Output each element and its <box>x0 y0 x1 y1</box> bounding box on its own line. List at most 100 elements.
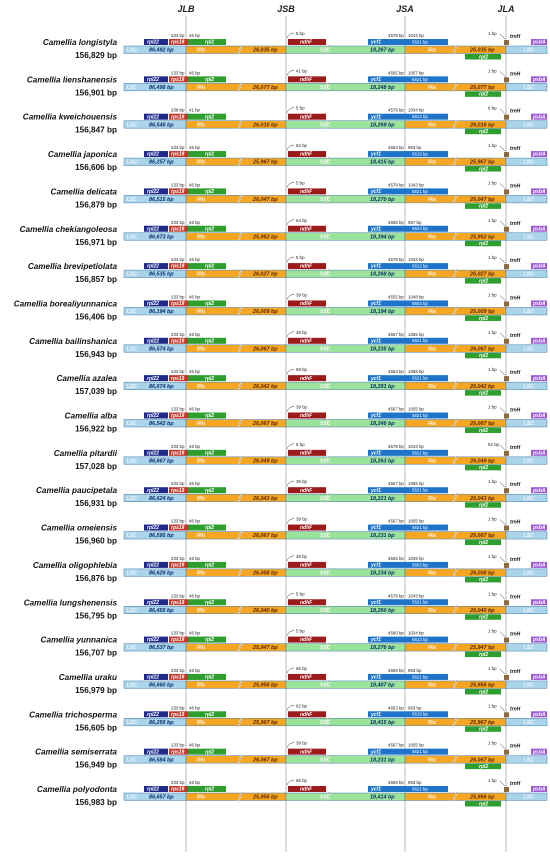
psbA-gene <box>531 300 547 307</box>
ycf1-label: ycf1 <box>370 749 381 755</box>
rpl2-ira-label: rpl2 <box>479 801 488 807</box>
rpl22-label: rpl22 <box>147 40 159 46</box>
ira-length: 26,067 bp <box>469 533 495 539</box>
region-label-lsc: LSC <box>127 720 137 726</box>
rpl2-gene-ira <box>465 464 501 471</box>
region-label-lsc: LSC <box>127 533 137 539</box>
rps19-ir-bp: 233 bp <box>171 145 185 150</box>
genome-length: 156,879 bp <box>75 200 117 209</box>
species-name: Camellia brevipetiolata <box>28 262 118 271</box>
ndhF-label: ndhF <box>300 226 313 232</box>
rps19-label: rps19 <box>171 226 185 232</box>
species-name: Camellia azalea <box>56 374 117 383</box>
trnH-pointer <box>499 780 506 787</box>
trnH-label: trnH <box>510 482 521 488</box>
trnH-pointer <box>499 145 506 152</box>
rps19-label: rps19 <box>171 114 185 120</box>
trnH-label: trnH <box>510 706 521 712</box>
genome-length: 156,847 bp <box>75 126 117 135</box>
ndhF-gene <box>288 113 326 120</box>
rpl22-label: rpl22 <box>147 488 159 494</box>
region-label-lsc-right: LSC <box>524 645 534 651</box>
ycf1-length: 5621 bp <box>412 674 428 679</box>
species-row: Camellia brevipetiolata 156,857 bp LSC IRb S… <box>28 255 548 284</box>
region-label-irb: IRb <box>197 608 205 614</box>
genome-length: 157,028 bp <box>75 462 117 471</box>
rps19-ir-bp: 233 bp <box>171 407 185 412</box>
ycf1-ssc-bp: 1055 bp <box>408 519 424 524</box>
ycf1-gene <box>368 711 448 718</box>
junction-label-jla: JLA <box>497 4 514 14</box>
rps19-lsc-bp: 46 bp <box>189 294 201 299</box>
region-label-ssc: SSC <box>320 571 331 577</box>
region-label-ira: IRa <box>428 795 436 801</box>
rps19-ir-bp: 233 bp <box>171 33 185 38</box>
ndhF-bp: 64 bp <box>296 218 308 223</box>
rpl2-label: rpl2 <box>205 264 214 270</box>
ycf1-ira-bp: 4555 bp <box>388 556 404 561</box>
trnH-pointer <box>499 743 506 749</box>
ycf1-ira-bp: 4578 bp <box>388 108 404 113</box>
genome-length: 156,605 bp <box>75 723 117 732</box>
trnH-label: trnH <box>510 109 521 115</box>
ycf1-ira-bp: 4580 bp <box>388 631 404 636</box>
trnH-pointer <box>499 33 506 40</box>
psbA-gene <box>531 561 547 568</box>
rpl2-gene-ira <box>465 726 501 732</box>
region-label-ssc: SSC <box>320 795 331 801</box>
genome-length: 156,949 bp <box>75 761 117 770</box>
ndhF-label: ndhF <box>300 189 313 195</box>
rps19-ir-bp: 233 bp <box>171 705 185 710</box>
ycf1-gene <box>368 300 448 307</box>
junction-guide-lines <box>185 16 507 852</box>
ndhF-bp: 39 bp <box>296 517 308 522</box>
species-row: Camellia borealiyunnanica 156,406 bp LSC IR… <box>14 292 548 322</box>
rps19-lsc-bp: 46 bp <box>189 556 201 561</box>
trnH-bp: 1 bp <box>488 218 497 223</box>
rpl22-gene <box>144 375 168 382</box>
rpl2-ira-label: rpl2 <box>479 390 488 396</box>
ndhF-pointer <box>286 219 295 225</box>
ndhF-pointer <box>286 555 295 561</box>
psbA-gene <box>531 673 547 680</box>
break-mark-edge <box>237 44 243 55</box>
ndhF-pointer <box>286 368 295 375</box>
region-label-irb: IRb <box>197 384 205 390</box>
ycf1-gene <box>368 412 448 419</box>
rpl2-gene <box>188 487 226 494</box>
ycf1-length: 5613 bp <box>412 637 428 642</box>
lsc-length: 86,660 bp <box>149 683 174 689</box>
trnH-bp: 1 bp <box>488 517 497 522</box>
rpl22-label: rpl22 <box>147 712 159 718</box>
region-label-irb: IRb <box>197 122 205 128</box>
region-label-lsc-right: LSC <box>524 85 534 91</box>
rpl2-ira-label: rpl2 <box>479 204 488 210</box>
ycf1-ssc-bp: 1057 bp <box>408 70 424 75</box>
break-mark-edge <box>237 343 243 354</box>
rpl22-label: rpl22 <box>147 525 159 531</box>
break-mark-edge <box>324 455 330 466</box>
ira-length: 26,035 bp <box>469 48 495 54</box>
rps19-label: rps19 <box>171 152 185 158</box>
rpl2-label: rpl2 <box>205 114 214 120</box>
trnH-gene <box>504 749 509 755</box>
region-label-lsc: LSC <box>127 272 137 278</box>
lsc-region-right <box>505 344 548 353</box>
irb-length: 26,077 bp <box>252 85 278 91</box>
rpl22-gene <box>144 786 168 792</box>
ndhF-label: ndhF <box>300 77 313 83</box>
ycf1-ira-bp: 4578 bp <box>388 593 404 598</box>
ycf1-ssc-bp: 1055 bp <box>408 743 424 748</box>
ndhF-label: ndhF <box>300 264 313 270</box>
psbA-label: psbA <box>532 226 546 232</box>
species-row: Camellia paucipetala 156,931 bp LSC IRb SSC I… <box>36 479 548 509</box>
region-label-irb: IRb <box>197 795 205 801</box>
rps19-lsc-bp: 46 bp <box>189 33 201 38</box>
region-label-ira: IRa <box>428 197 436 203</box>
trnH-gene <box>504 338 509 344</box>
ndhF-pointer <box>286 32 295 39</box>
region-label-ira: IRa <box>428 160 436 166</box>
break-mark-edge <box>237 530 243 541</box>
genome-length: 156,971 bp <box>75 238 117 247</box>
trnH-label: trnH <box>510 744 521 750</box>
